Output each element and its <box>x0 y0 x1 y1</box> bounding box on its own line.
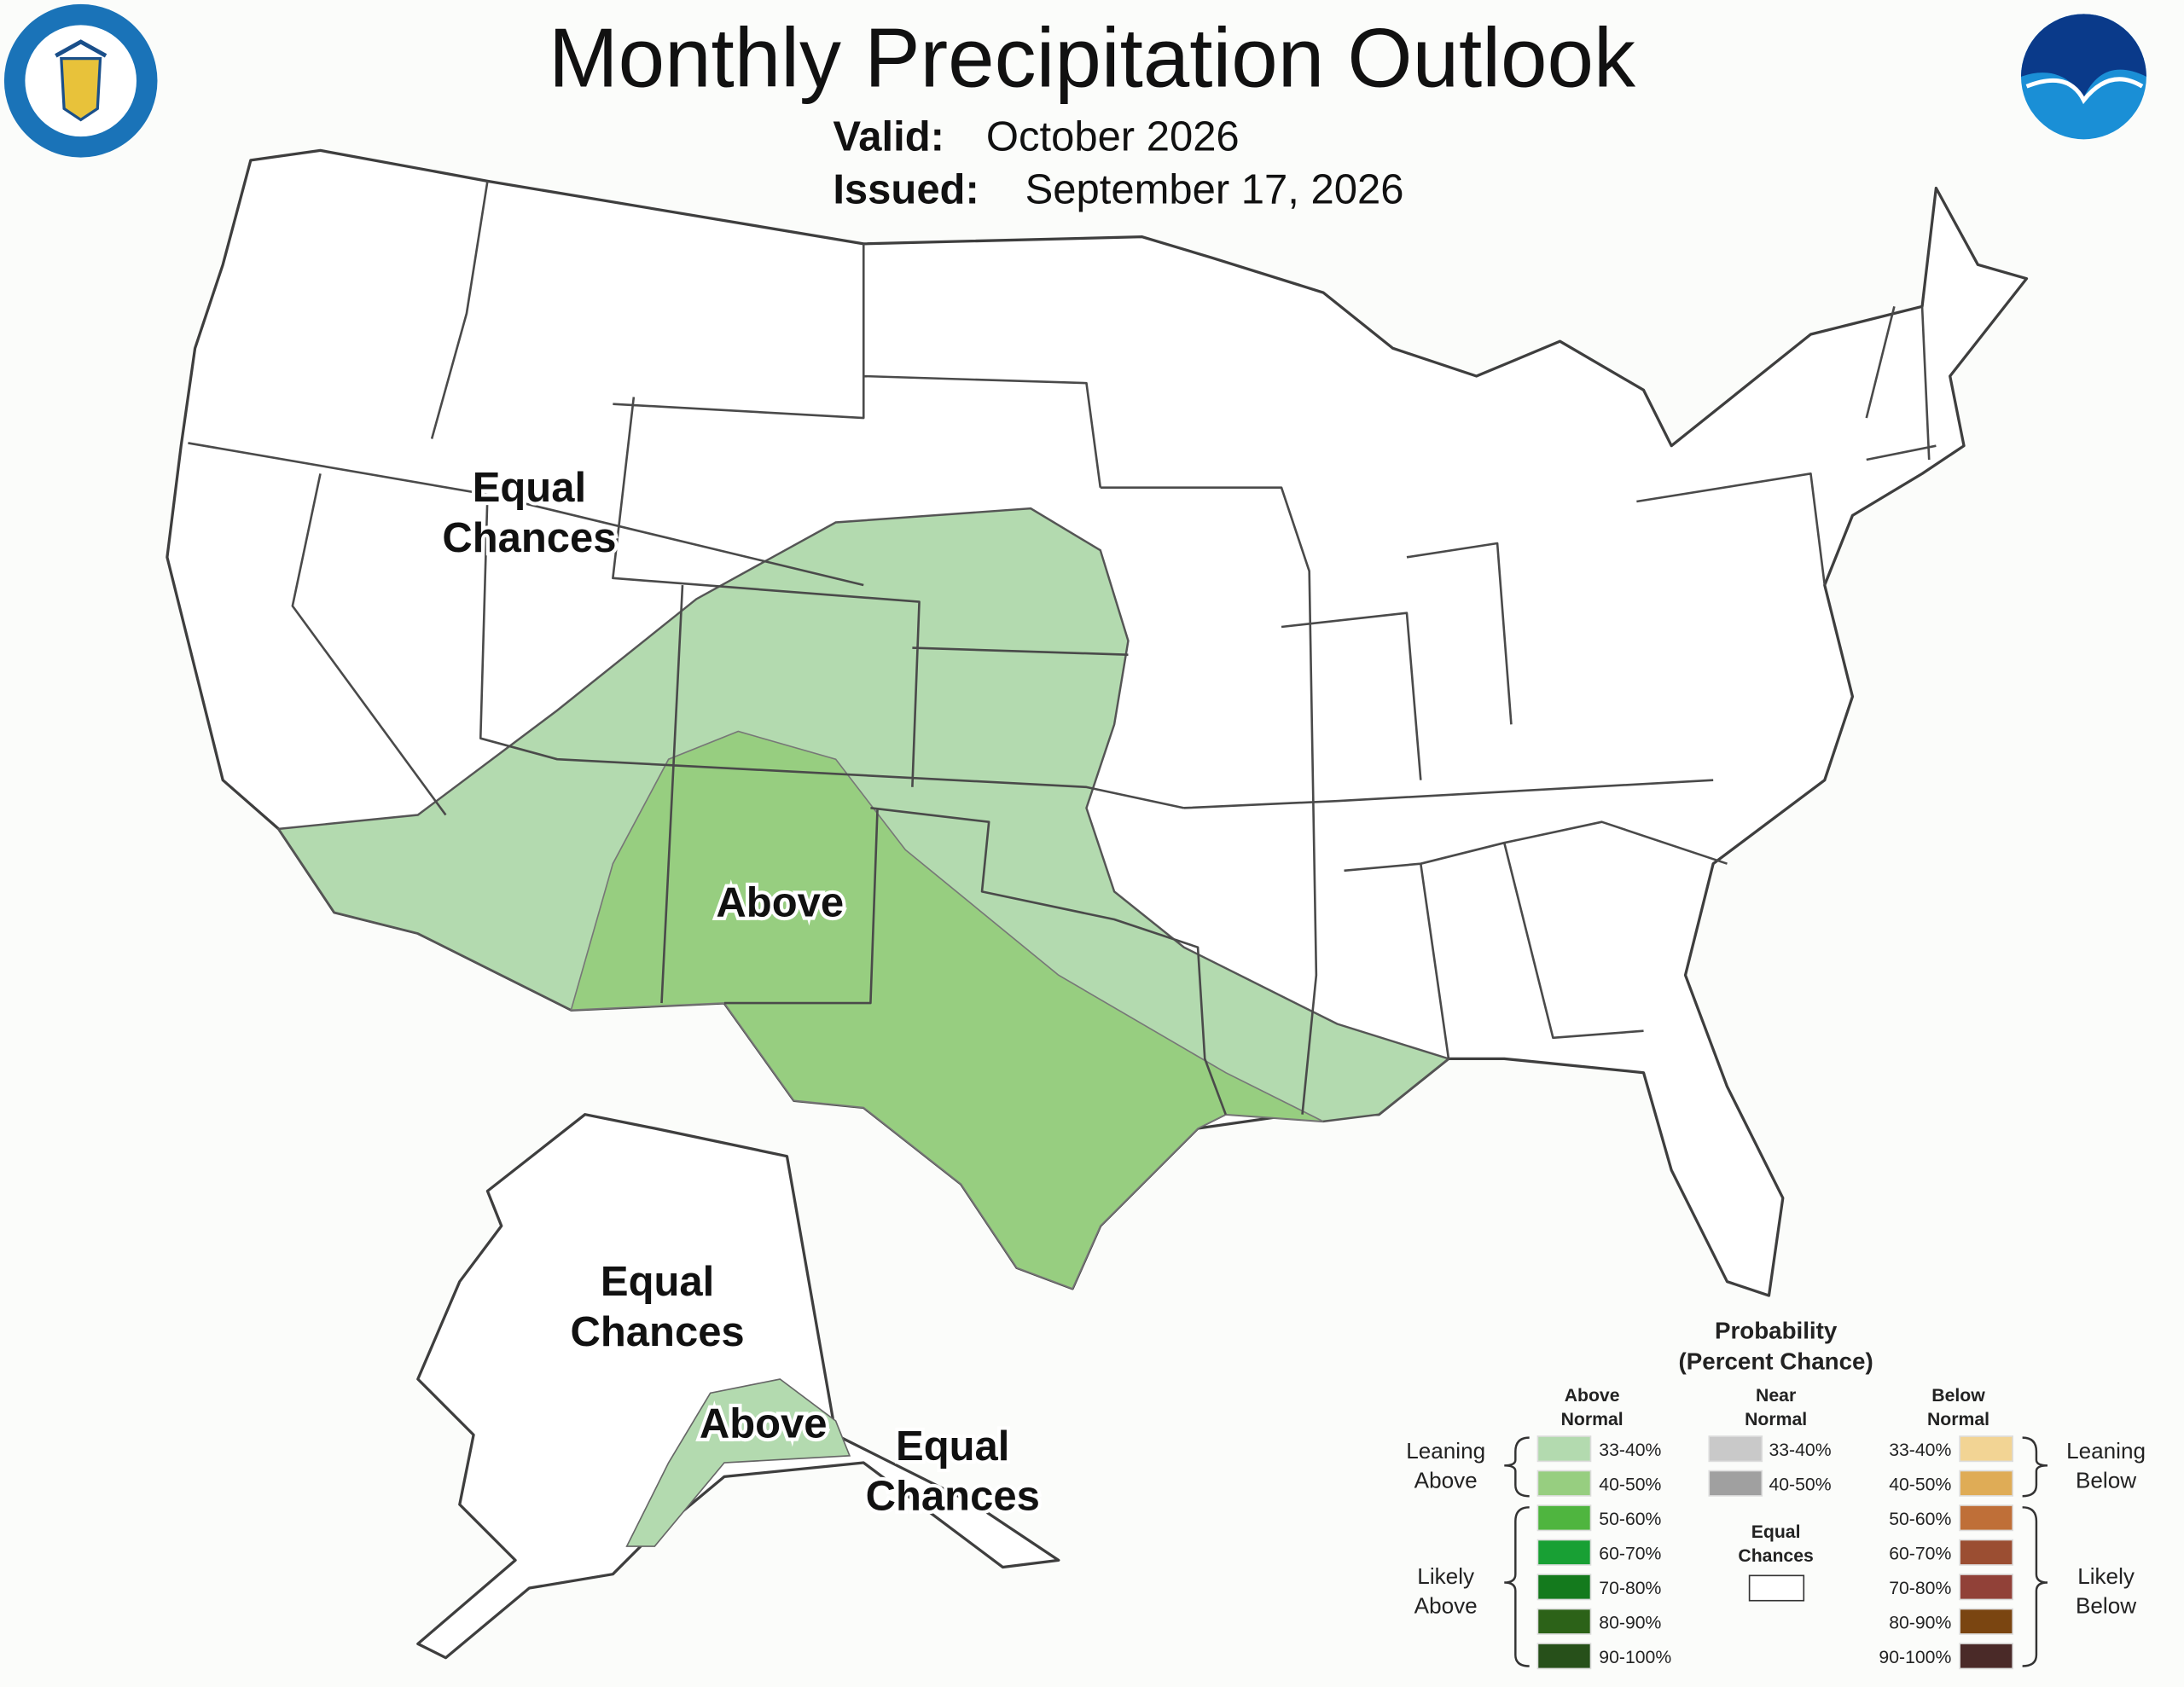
state-borders <box>188 181 1937 1116</box>
map-label: Above <box>716 880 844 926</box>
map-label: Equal <box>473 465 586 511</box>
map-label: Above <box>700 1401 828 1447</box>
legend-group-label: Leaning <box>1406 1438 1485 1464</box>
legend-group-label: Likely <box>1417 1563 1474 1589</box>
map-label: Chances <box>571 1309 745 1355</box>
legend-swatch <box>1959 1539 2013 1566</box>
map-label: Equal <box>896 1423 1009 1470</box>
legend-title: Probability <box>1715 1318 1838 1344</box>
legend-heading: Below <box>1931 1386 1985 1406</box>
map-label: Chances <box>442 515 616 561</box>
title: Monthly Precipitation Outlook <box>549 10 1636 104</box>
legend-title: (Percent Chance) <box>1679 1348 1873 1375</box>
legend-group-label: Likely <box>2077 1563 2135 1589</box>
legend-label: 70-80% <box>1889 1579 1951 1598</box>
legend-swatch <box>1959 1435 2013 1463</box>
legend-swatch <box>1959 1504 2013 1532</box>
legend-label: 80-90% <box>1599 1613 1661 1632</box>
map-label: Chances <box>866 1474 1040 1520</box>
legend-swatch <box>1959 1643 2013 1670</box>
legend-swatch <box>1536 1435 1592 1463</box>
legend-group-label: Below <box>2076 1467 2136 1493</box>
commerce-logo <box>3 3 158 158</box>
legend-label: 70-80% <box>1599 1579 1661 1598</box>
legend-swatch <box>1959 1470 2013 1497</box>
issued-label: Issued: <box>833 166 979 212</box>
legend-swatch <box>1748 1574 1805 1602</box>
legend-label: 90-100% <box>1599 1648 1671 1667</box>
issued-value: September 17, 2026 <box>1025 166 1404 212</box>
noaa-logo <box>2020 14 2146 140</box>
valid-label: Valid: <box>833 113 944 159</box>
legend-heading: Equal <box>1751 1522 1801 1542</box>
legend-label: 60-70% <box>1599 1544 1661 1563</box>
legend-label: 80-90% <box>1889 1613 1951 1632</box>
legend-group-label: Leaning <box>2066 1438 2146 1464</box>
legend-group-label: Above <box>1414 1467 1478 1493</box>
legend-label: 50-60% <box>1599 1510 1661 1529</box>
legend-swatch <box>1536 1574 1592 1601</box>
legend-label: 40-50% <box>1889 1475 1951 1494</box>
legend-label: 60-70% <box>1889 1544 1951 1563</box>
legend-swatch <box>1536 1470 1592 1497</box>
legend-heading: Above <box>1565 1386 1620 1406</box>
legend-label: 33-40% <box>1769 1441 1831 1460</box>
legend-label: 33-40% <box>1889 1441 1951 1460</box>
map-label: Equal <box>601 1259 714 1305</box>
legend-heading: Normal <box>1927 1410 1989 1429</box>
legend-label: 33-40% <box>1599 1441 1661 1460</box>
legend-swatch <box>1536 1539 1592 1566</box>
legend-swatch <box>1536 1504 1592 1532</box>
legend-swatch <box>1536 1643 1592 1670</box>
legend-group-label: Below <box>2076 1592 2136 1618</box>
legend-heading: Normal <box>1745 1410 1807 1429</box>
legend-heading: Chances <box>1738 1546 1813 1566</box>
legend-braces <box>1504 1436 2048 1667</box>
legend-swatch <box>1536 1608 1592 1635</box>
legend-group-label: Above <box>1414 1592 1478 1618</box>
legend-swatch <box>1708 1470 1763 1497</box>
legend-swatch <box>1708 1435 1763 1463</box>
legend-swatch <box>1959 1608 2013 1635</box>
legend-label: 90-100% <box>1879 1648 1951 1667</box>
legend-label: 40-50% <box>1599 1475 1661 1494</box>
legend-label: 40-50% <box>1769 1475 1831 1494</box>
alaska-above-33-40-region <box>625 1378 851 1547</box>
legend-swatch <box>1959 1574 2013 1601</box>
legend-heading: Near <box>1756 1386 1796 1406</box>
legend-heading: Normal <box>1561 1410 1623 1429</box>
valid-value: October 2026 <box>986 113 1240 159</box>
legend-label: 50-60% <box>1889 1510 1951 1529</box>
